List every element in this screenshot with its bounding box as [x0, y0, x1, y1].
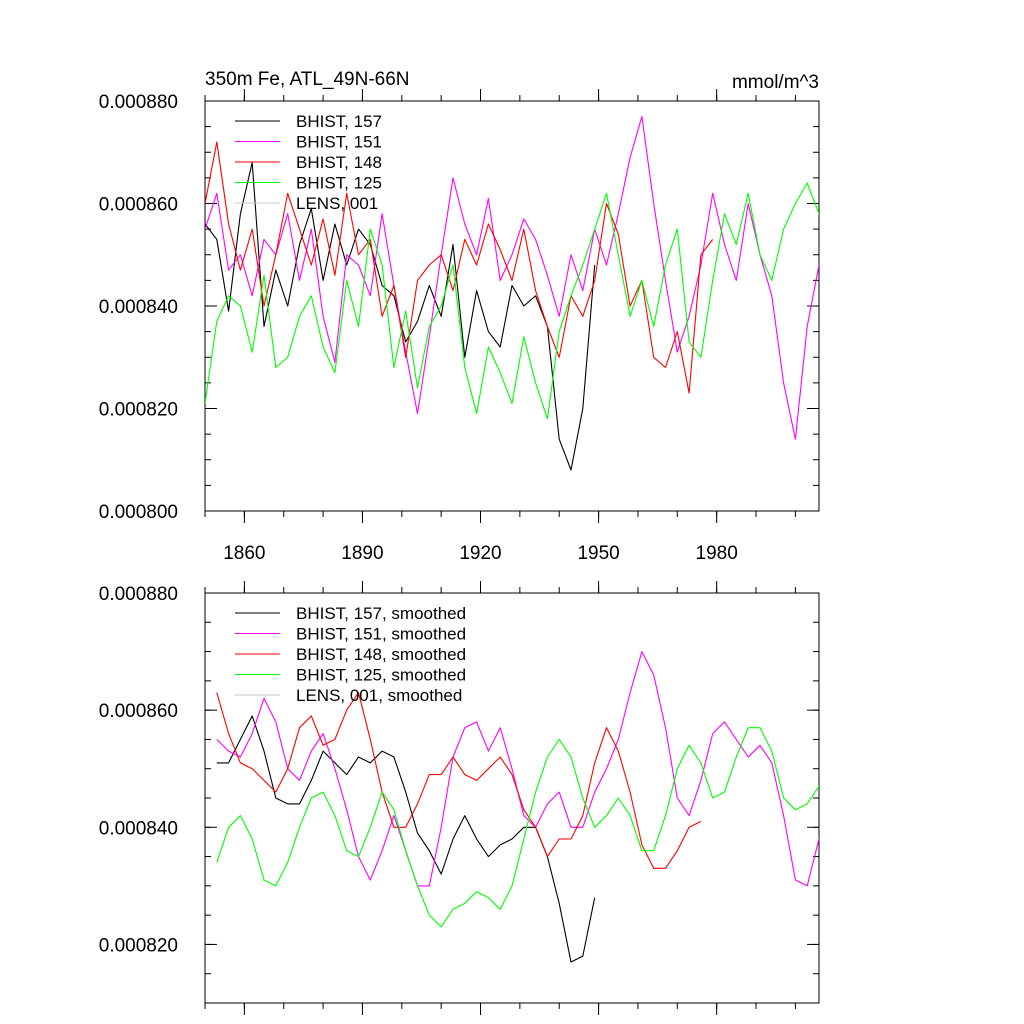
legend-entry: BHIST, 125, smoothed: [296, 666, 466, 685]
series-line-4: [216, 727, 819, 928]
series-group: [205, 115, 819, 471]
legend-entry: BHIST, 148, smoothed: [296, 645, 466, 664]
y-tick-label: 0.000860: [99, 701, 178, 722]
y-tick-label: 0.000880: [99, 584, 178, 605]
legend-entry: LENS, 001, smoothed: [296, 686, 462, 705]
y-tick-label: 0.000860: [99, 195, 178, 216]
series-line-1: [216, 715, 596, 963]
series-line-2: [205, 115, 819, 440]
units-label: mmol/m^3: [732, 72, 819, 93]
y-tick-label: 0.000880: [99, 92, 178, 113]
y-tick-label: 0.000840: [99, 297, 178, 318]
legend-entry: BHIST, 157, smoothed: [296, 604, 466, 623]
series-line-3: [216, 692, 702, 869]
legend-entry: BHIST, 125: [296, 174, 382, 193]
x-tick-label: 1860: [223, 543, 265, 564]
x-tick-label: 1920: [459, 543, 501, 564]
x-tick-label: 1890: [341, 543, 383, 564]
series-line-4: [205, 182, 819, 420]
legend-entry: BHIST, 151, smoothed: [296, 625, 466, 644]
y-tick-label: 0.000840: [99, 818, 178, 839]
legend-entry: BHIST, 157: [296, 112, 382, 131]
series-line-3: [205, 141, 714, 394]
legend-entry: LENS, 001: [296, 194, 378, 213]
x-tick-label: 1980: [696, 543, 738, 564]
y-tick-label: 0.000800: [99, 502, 178, 523]
top-panel: 0.000800 0.000820 0.000840 0.000860 0.000880…: [99, 89, 820, 564]
x-tick-label: 1950: [577, 543, 619, 564]
series-group: [216, 651, 819, 963]
bottom-panel: 0.000820 0.000840 0.000860 0.000880 BHIST, 1…: [99, 581, 820, 1015]
y-tick-label: 0.000820: [99, 935, 178, 956]
chart-title: 350m Fe, ATL_49N-66N: [205, 69, 410, 90]
y-tick-label: 0.000820: [99, 400, 178, 421]
legend-entry: BHIST, 148: [296, 153, 382, 172]
legend-entry: BHIST, 151: [296, 133, 382, 152]
